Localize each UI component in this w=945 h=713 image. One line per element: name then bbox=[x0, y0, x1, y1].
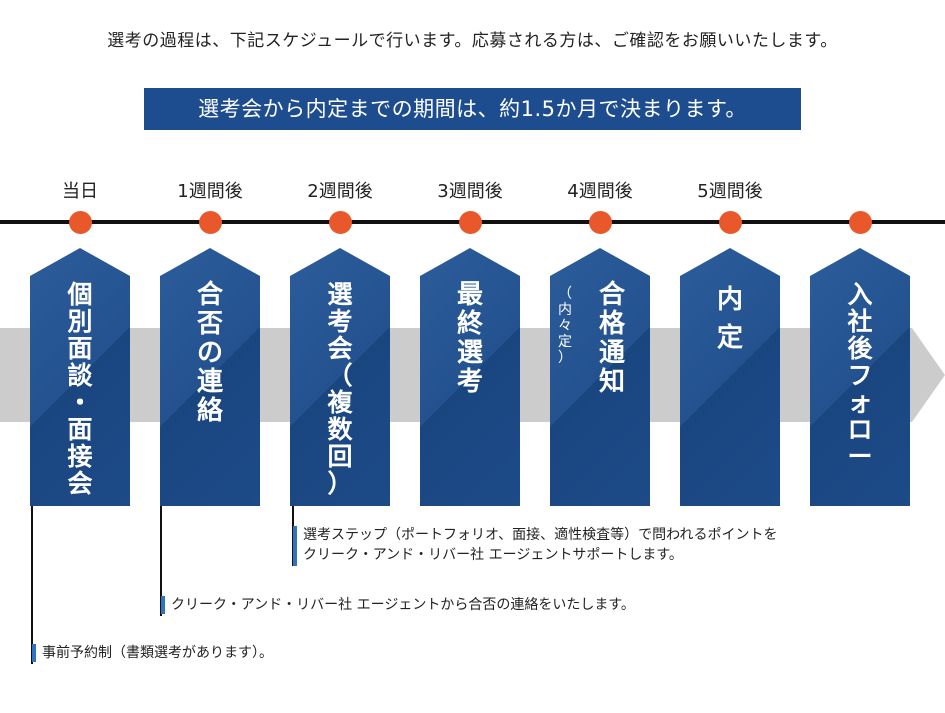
callout-line-step-2 bbox=[160, 506, 162, 616]
intro-text: 選考の過程は、下記スケジュールで行います。応募される方は、ご確認をお願いいたしま… bbox=[107, 31, 838, 51]
step-5-card: 合 格 通 知 （ 内 々 定 ） bbox=[550, 248, 650, 506]
step-7-dot bbox=[849, 211, 872, 234]
note-1-marker bbox=[293, 526, 297, 566]
step-3-card: 選 考 会 （ 複 数 回 ） bbox=[290, 248, 390, 506]
step-6-timing: 5週間後 bbox=[697, 181, 763, 202]
step-3-title: 選 考 会 （ 複 数 回 ） bbox=[327, 280, 353, 498]
callout-line-step-1 bbox=[31, 506, 33, 664]
step-5-title: 合 格 通 知 bbox=[598, 280, 625, 397]
step-1-title: 個 別 面 談 ・ 面 接 会 bbox=[67, 280, 93, 498]
step-3-timing: 2週間後 bbox=[307, 181, 373, 202]
step-2-card: 合 否 の 連 絡 bbox=[160, 248, 260, 506]
period-banner: 選考会から内定までの期間は、約1.5か月で決まります。 bbox=[144, 88, 801, 130]
step-6-card: 内 定 bbox=[680, 248, 780, 506]
step-7-title: 入 社 後 フ ォ ロ ー bbox=[847, 280, 873, 471]
step-4-dot bbox=[459, 211, 482, 234]
note-result-contact: クリーク・アンド・リバー社 エージェントから合否の連絡をいたします。 bbox=[171, 597, 635, 613]
step-5-timing: 4週間後 bbox=[567, 181, 633, 202]
note-selection-support: 選考ステップ（ポートフォリオ、面接、適性検査等）で問われるポイントを クリーク・… bbox=[303, 527, 778, 563]
step-7-card: 入 社 後 フ ォ ロ ー bbox=[810, 248, 910, 506]
step-2-dot bbox=[199, 211, 222, 234]
step-6-title: 内 定 bbox=[716, 285, 743, 353]
step-2-title: 合 否 の 連 絡 bbox=[196, 280, 223, 426]
note-2-marker bbox=[161, 596, 165, 614]
note-3-marker bbox=[32, 644, 36, 662]
step-5-dot bbox=[589, 211, 612, 234]
step-1-card: 個 別 面 談 ・ 面 接 会 bbox=[30, 248, 130, 506]
step-2-timing: 1週間後 bbox=[177, 181, 243, 202]
step-1-dot bbox=[69, 211, 92, 234]
step-4-title: 最 終 選 考 bbox=[456, 280, 483, 397]
step-1-timing: 当日 bbox=[62, 181, 98, 202]
step-5-subtitle: （ 内 々 定 ） bbox=[558, 286, 572, 366]
step-3-dot bbox=[329, 211, 352, 234]
step-4-timing: 3週間後 bbox=[437, 181, 503, 202]
step-6-dot bbox=[719, 211, 742, 234]
note-reservation: 事前予約制（書類選考があります）。 bbox=[42, 645, 273, 661]
step-4-card: 最 終 選 考 bbox=[420, 248, 520, 506]
